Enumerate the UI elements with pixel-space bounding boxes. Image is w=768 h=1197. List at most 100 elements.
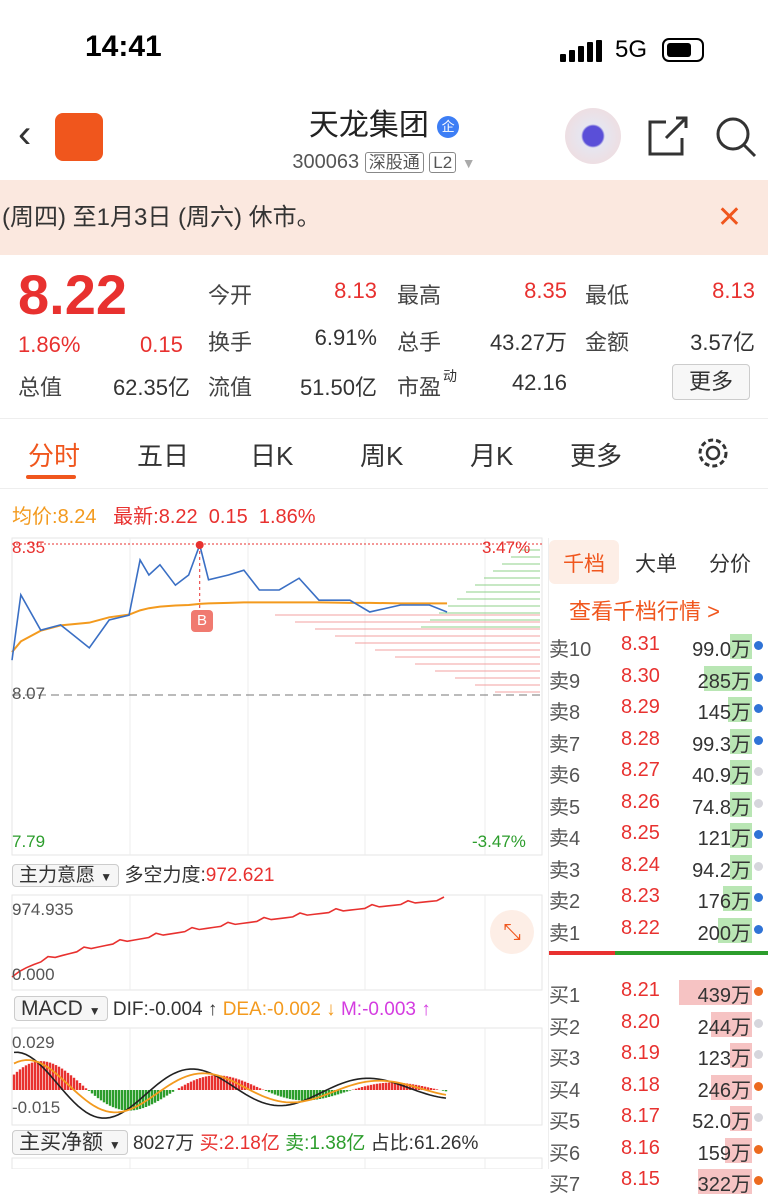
network-type: 5G [615, 36, 648, 63]
avg-value: 8.24 [57, 506, 97, 528]
level-volume: 74.8万 [692, 796, 751, 819]
tab-intraday[interactable]: 分时 [28, 441, 81, 471]
y-label-low: 7.79 [12, 832, 46, 851]
order-dot-icon [754, 735, 763, 745]
tab-daily-k[interactable]: 日K [250, 441, 294, 471]
volume-bar [730, 791, 752, 817]
order-row[interactable]: 卖9 8.30 285万 [549, 662, 768, 693]
order-dot-icon [754, 798, 763, 808]
macd-dea: DEA:-0.002 ↓ [222, 999, 336, 1020]
order-row[interactable]: 卖10 8.31 99.0万 [549, 630, 768, 661]
level-volume: 176万 [697, 891, 751, 913]
app-logo [55, 113, 103, 161]
tag-l2: L2 [429, 152, 457, 173]
order-row[interactable]: 卖4 8.25 121万 [549, 819, 768, 850]
order-row[interactable]: 买2 8.20 244万 [549, 1008, 768, 1039]
volume-bar [730, 854, 752, 880]
quote-value: 8.13 [712, 278, 755, 303]
stock-code-line[interactable]: 300063 深股通 L2 ▼ [0, 148, 768, 174]
order-dot-icon [754, 924, 763, 934]
view-qiandang-link[interactable]: 查看千档行情 > [569, 599, 720, 624]
latest-value: 8.22 [158, 506, 198, 528]
volume-bar [704, 665, 752, 691]
order-row[interactable]: 卖3 8.24 94.2万 [549, 851, 768, 882]
level-price: 8.20 [621, 1010, 660, 1033]
chart-frame [11, 1157, 543, 1169]
netbuy-select-label: 主买净额 [19, 1131, 103, 1154]
volume-bar [728, 697, 752, 722]
macd-y-bottom: -0.015 [12, 1098, 61, 1117]
level-label: 买7 [549, 1174, 581, 1196]
settings-gear-icon[interactable] [696, 436, 730, 470]
tab-more[interactable]: 更多 [570, 441, 623, 471]
volume-bar [724, 1137, 752, 1163]
tab-price-dist[interactable]: 分价 [709, 553, 751, 576]
order-dot-icon [754, 1018, 763, 1028]
more-button[interactable]: 更多 [672, 364, 750, 400]
force-label: 多空力度: [124, 865, 206, 886]
tab-weekly-k[interactable]: 周K [360, 441, 404, 471]
tab-5day[interactable]: 五日 [137, 441, 190, 471]
order-row[interactable]: 买6 8.16 159万 [549, 1134, 768, 1165]
level-price: 8.26 [621, 790, 660, 813]
y-label-up-pct: 3.47% [482, 538, 531, 557]
level-volume: 159万 [697, 1142, 751, 1165]
level-label: 卖7 [549, 733, 581, 756]
price-summary: 均价:8.24 最新:8.22 0.15 1.86% [12, 500, 316, 529]
level-volume: 52.0万 [692, 1111, 751, 1133]
share-icon[interactable] [646, 114, 690, 158]
expand-icon[interactable]: ⤡ [490, 910, 534, 954]
indicator-select-netbuy[interactable]: 主买净额 ▼ [12, 1130, 128, 1155]
tab-big-orders[interactable]: 大单 [635, 553, 677, 576]
level-label: 买3 [549, 1048, 581, 1070]
order-row[interactable]: 卖1 8.22 200万 [549, 914, 768, 945]
level-volume: 94.2万 [692, 859, 751, 882]
volume-bar [711, 1074, 752, 1100]
netbuy-header: 主买净额 ▼ 8027万 买:2.18亿 卖:1.38亿 占比:61.26% [12, 1128, 478, 1160]
order-row[interactable]: 买7 8.15 322万 [549, 1165, 768, 1196]
back-icon[interactable]: ‹ [18, 112, 32, 156]
tab-monthly-k[interactable]: 月K [470, 441, 514, 471]
tab-qiandang[interactable]: 千档 [563, 553, 605, 576]
order-row[interactable]: 卖6 8.27 40.9万 [549, 756, 768, 787]
order-row[interactable]: 买3 8.19 123万 [549, 1039, 768, 1070]
quote-value: 6.91% [314, 325, 377, 350]
order-dot-icon [754, 704, 763, 713]
latest-label: 最新: [113, 506, 159, 528]
order-row[interactable]: 买5 8.17 52.0万 [549, 1102, 768, 1133]
level-label: 卖2 [549, 891, 581, 913]
volume-bar [711, 1011, 752, 1037]
netbuy-net: 8027万 [133, 1133, 195, 1154]
quote-value: 62.35亿 [112, 375, 190, 400]
order-dot-icon [754, 830, 763, 839]
buy-marker[interactable]: B [191, 610, 213, 632]
quote-label: 总值 [18, 375, 63, 400]
level-volume: 123万 [697, 1048, 751, 1070]
latest-pct: 1.86% [258, 506, 316, 528]
assistant-avatar-icon[interactable] [565, 108, 621, 164]
search-icon[interactable] [713, 114, 759, 160]
order-dot-icon [754, 1081, 763, 1091]
order-row[interactable]: 卖8 8.29 145万 [549, 693, 768, 724]
quote-label: 最高 [397, 283, 442, 308]
indicator-select-force[interactable]: 主力意愿 ▼ [12, 864, 120, 887]
level-price: 8.22 [621, 916, 660, 939]
chart-frame [11, 537, 543, 856]
tag-shenguTong: 深股通 [364, 152, 424, 173]
order-row[interactable]: 卖5 8.26 74.8万 [549, 788, 768, 819]
level-label: 卖6 [549, 765, 581, 787]
quote-value: 8.13 [334, 278, 377, 303]
quote-label: 总手 [397, 330, 442, 355]
volume-bar [730, 760, 752, 785]
quote-sup: 动 [443, 368, 457, 384]
order-dot-icon [754, 861, 763, 871]
order-dot-icon [754, 1050, 763, 1059]
intraday-charts[interactable] [0, 530, 546, 1169]
order-row[interactable]: 买1 8.21 439万 [549, 976, 768, 1007]
close-icon[interactable]: ✕ [716, 201, 742, 234]
indicator-select-macd[interactable]: MACD ▼ [14, 996, 108, 1021]
volume-bar [723, 886, 752, 911]
order-row[interactable]: 买4 8.18 246万 [549, 1071, 768, 1102]
order-row[interactable]: 卖2 8.23 176万 [549, 882, 768, 913]
order-row[interactable]: 卖7 8.28 99.3万 [549, 725, 768, 756]
